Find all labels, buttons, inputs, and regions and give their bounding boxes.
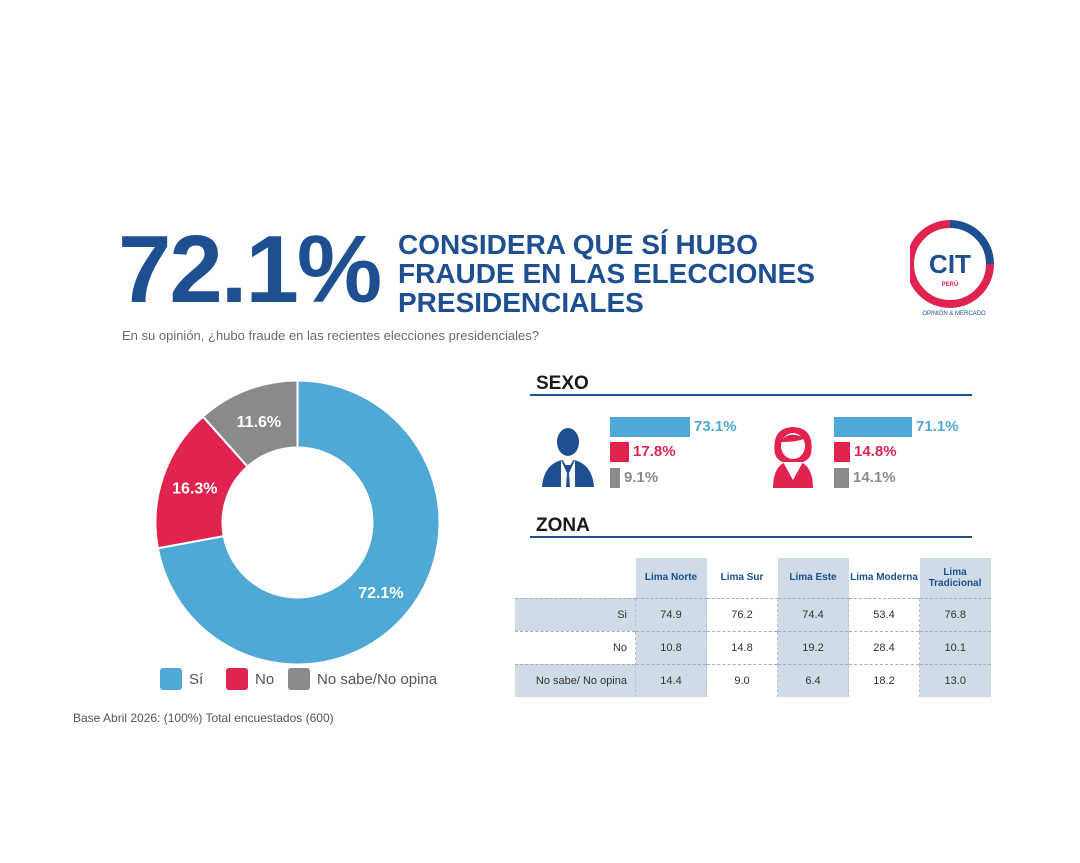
table-cell: 18.2 bbox=[848, 663, 920, 697]
table-row: No sabe/ No opina 14.4 9.0 6.4 18.2 13.0 bbox=[515, 663, 991, 697]
donut-data-label: 16.3% bbox=[172, 480, 217, 497]
sexo-divider bbox=[530, 394, 972, 396]
donut-chart: 72.1% 16.3% 11.6% bbox=[154, 379, 441, 666]
table-cell: 28.4 bbox=[848, 630, 920, 664]
woman-icon bbox=[773, 427, 813, 488]
headline-line: FRAUDE EN LAS ELECCIONES bbox=[398, 258, 815, 289]
column-header-lima-moderna: Lima Moderna bbox=[850, 572, 918, 584]
headline-line: CONSIDERA QUE SÍ HUBO bbox=[398, 229, 758, 260]
column-header-lima-este: Lima Este bbox=[777, 558, 849, 598]
table-cell: 14.8 bbox=[706, 630, 778, 664]
logo-name: CIT bbox=[929, 249, 971, 279]
donut-data-label: 11.6% bbox=[237, 414, 281, 431]
table-cell: 10.1 bbox=[919, 630, 991, 664]
female-si-value: 71.1% bbox=[916, 418, 959, 435]
row-label: No sabe/ No opina bbox=[515, 663, 636, 697]
table-cell: 76.2 bbox=[706, 597, 778, 631]
table-cell: 74.4 bbox=[777, 597, 849, 631]
headline-percentage: 72.1% bbox=[118, 216, 382, 323]
column-header-lima-sur: Lima Sur bbox=[720, 572, 764, 584]
base-note: Base Abril 2026: (100%) Total encuestado… bbox=[73, 711, 334, 725]
table-cell: 6.4 bbox=[777, 663, 849, 697]
legend-label: No bbox=[255, 670, 275, 688]
male-no-value: 17.8% bbox=[633, 443, 676, 460]
column-header-lima-norte: Lima Norte bbox=[635, 558, 707, 598]
legend-item-ns: No sabe/No opina bbox=[288, 666, 437, 692]
legend-swatch bbox=[288, 668, 310, 690]
male-ns-bar bbox=[610, 468, 620, 488]
donut-data-label: 72.1% bbox=[358, 585, 403, 602]
column-header-lima-tradicional: Lima Tradicional bbox=[919, 558, 991, 598]
female-si-bar bbox=[834, 417, 912, 437]
headline-text: CONSIDERA QUE SÍ HUBO FRAUDE EN LAS ELEC… bbox=[398, 230, 878, 317]
legend-swatch bbox=[226, 668, 248, 690]
headline-line: PRESIDENCIALES bbox=[398, 287, 644, 318]
female-ns-value: 14.1% bbox=[853, 469, 896, 486]
zona-title: ZONA bbox=[536, 515, 590, 536]
row-label: Si bbox=[515, 597, 636, 631]
cit-logo: CIT PERÚ OPINIÓN & MERCADO bbox=[906, 218, 1002, 318]
logo-tagline: OPINIÓN & MERCADO bbox=[922, 310, 986, 317]
table-corner bbox=[515, 558, 636, 598]
male-no-bar bbox=[610, 442, 629, 462]
legend-item-no: No bbox=[226, 666, 274, 692]
table-header-row: Lima Norte Lima Sur Lima Este Lima Moder… bbox=[515, 558, 991, 598]
male-si-bar bbox=[610, 417, 690, 437]
zona-divider bbox=[530, 536, 972, 538]
table-cell: 10.8 bbox=[635, 630, 707, 664]
donut-slice-ns bbox=[201, 379, 299, 468]
zona-table: Lima Norte Lima Sur Lima Este Lima Moder… bbox=[515, 558, 991, 697]
row-label: No bbox=[515, 630, 636, 664]
table-cell: 14.4 bbox=[635, 663, 707, 697]
table-row: Si 74.9 76.2 74.4 53.4 76.8 bbox=[515, 597, 991, 631]
table-cell: 76.8 bbox=[919, 597, 991, 631]
survey-question: En su opinión, ¿hubo fraude en las recie… bbox=[122, 328, 539, 343]
male-ns-value: 9.1% bbox=[624, 469, 659, 486]
logo-sub: PERÚ bbox=[942, 281, 959, 288]
female-no-bar bbox=[834, 442, 850, 462]
legend-label: No sabe/No opina bbox=[317, 670, 438, 688]
table-cell: 9.0 bbox=[706, 663, 778, 697]
table-row: No 10.8 14.8 19.2 28.4 10.1 bbox=[515, 630, 991, 664]
legend-item-si: Sí bbox=[160, 666, 203, 692]
table-cell: 74.9 bbox=[635, 597, 707, 631]
female-ns-bar bbox=[834, 468, 849, 488]
legend-label: Sí bbox=[189, 670, 204, 688]
table-cell: 19.2 bbox=[777, 630, 849, 664]
table-cell: 53.4 bbox=[848, 597, 920, 631]
male-si-value: 73.1% bbox=[694, 418, 737, 435]
table-cell: 13.0 bbox=[919, 663, 991, 697]
sexo-title: SEXO bbox=[536, 373, 589, 394]
female-no-value: 14.8% bbox=[854, 443, 897, 460]
man-icon bbox=[542, 428, 594, 487]
donut-slice-si bbox=[156, 379, 441, 666]
legend-swatch bbox=[160, 668, 182, 690]
